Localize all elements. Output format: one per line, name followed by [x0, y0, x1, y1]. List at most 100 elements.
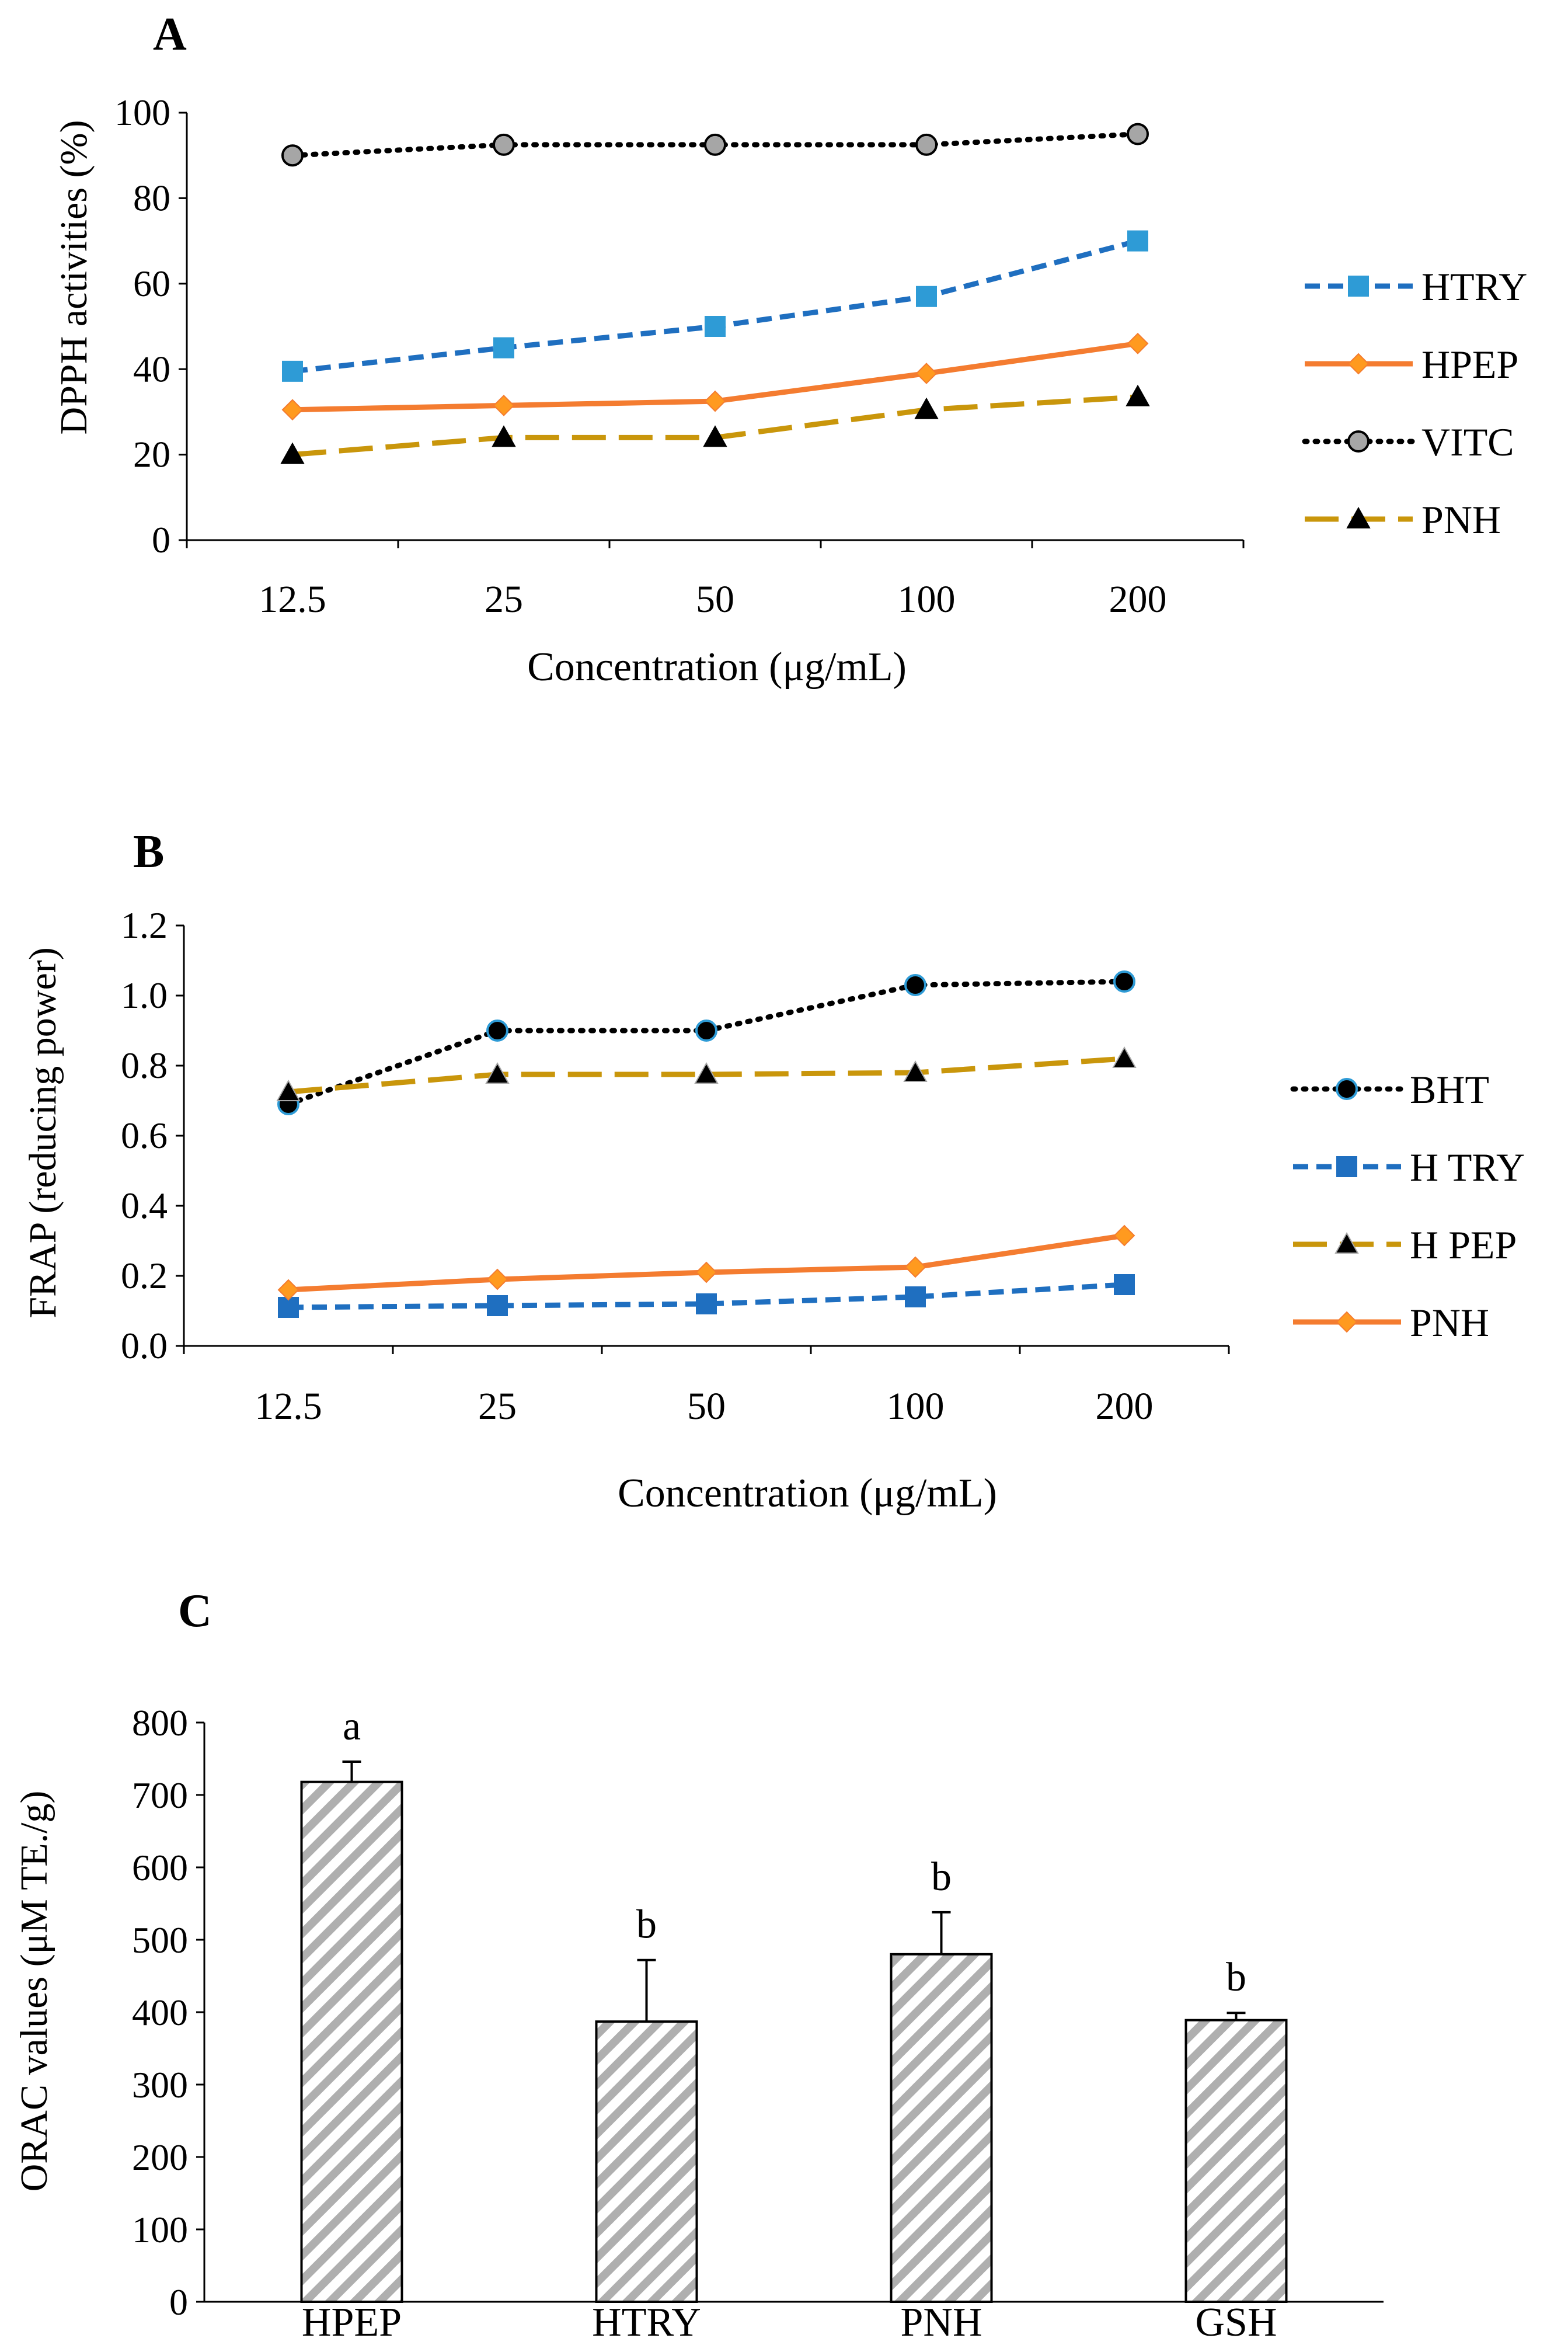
panel-b-y-tick-label: 0.8 [121, 1045, 168, 1086]
panel-b-data-point [696, 1293, 717, 1314]
panel-a-label: A [153, 9, 187, 60]
panel-a-legend-label: PNH [1421, 497, 1501, 542]
panel-c-y-tick-label: 0 [169, 2281, 188, 2323]
panel-b-data-point [904, 1256, 926, 1278]
panel-b-ylabel: FRAP (reducing power) [22, 947, 64, 1318]
panel-c-y-tick-label: 300 [132, 2064, 188, 2106]
panel-a-data-point [493, 337, 514, 359]
panel-b-legend-label: PNH [1410, 1300, 1489, 1345]
panel-b-data-point [278, 1297, 299, 1318]
panel-b-legend-marker [1336, 1156, 1357, 1177]
panel-b-data-point [277, 1279, 299, 1301]
panel-a-legend-marker [1347, 430, 1370, 453]
panel-b-data-point [905, 1286, 926, 1307]
panel-b-y-tick-label: 0.0 [121, 1325, 168, 1366]
panel-a-data-point [704, 390, 726, 412]
panel-a-y-tick-label: 40 [133, 348, 170, 389]
panel-b-series-h-try [278, 1274, 1135, 1318]
panel-a-x-tick-label: 12.5 [259, 578, 326, 621]
panel-a-data-point [492, 425, 516, 447]
panel-b-data-point [694, 1062, 719, 1084]
panel-b-frap-chart: B 0.0 0.2 0.4 0.6 0.8 1.0 1.2 12.5 25 50 100 200 BH… [22, 826, 1525, 1516]
panel-c-bar [890, 1953, 993, 2304]
panel-a-legend-marker [1348, 276, 1369, 297]
panel-a-data-point [914, 397, 939, 419]
panel-c-x-tick-label: HTRY [592, 2300, 701, 2345]
panel-c-x-tick-label: HPEP [302, 2300, 402, 2345]
panel-a-data-point [916, 286, 937, 307]
panel-a-data-point [281, 144, 304, 167]
panel-b-legend-item: H TRY [1293, 1145, 1525, 1189]
panel-b-legend-label: H TRY [1410, 1145, 1525, 1189]
panel-a-data-point [1126, 384, 1150, 406]
panel-a-data-point [280, 442, 305, 464]
panel-b-data-point [904, 974, 926, 996]
panel-b-legend-item: PNH [1293, 1300, 1489, 1345]
panel-a-x-tick-label: 200 [1109, 578, 1167, 621]
panel-b-data-point [1113, 970, 1135, 993]
panel-b-series-bht [277, 970, 1135, 1115]
panel-a-xlabel: Concentration (μg/mL) [527, 645, 907, 690]
panel-a-y-tick-label: 60 [133, 263, 170, 304]
panel-b-data-point [695, 1020, 717, 1042]
panel-a-data-point [705, 316, 726, 337]
panel-b-x-tick-label: 25 [478, 1385, 517, 1428]
panel-a-y-tick-label: 100 [114, 92, 170, 133]
panel-a-legend-item: HTRY [1305, 265, 1527, 309]
panel-b-legend-marker [1336, 1078, 1358, 1100]
panel-b-series-h-pep [276, 1046, 1137, 1101]
panel-c-bar-group: b GSH [1184, 1955, 1288, 2345]
panel-b-y-tick-label: 0.6 [121, 1115, 168, 1156]
panel-a-data-point [281, 399, 304, 421]
panel-a-legend-item: HPEP [1305, 342, 1518, 387]
panel-b-data-point [1114, 1274, 1135, 1295]
panel-b-y-tick-label: 1.2 [121, 904, 168, 946]
panel-b-data-point [903, 1060, 928, 1082]
panel-a-legend-item: VITC [1302, 420, 1514, 464]
panel-a-legend: HTRY HPEP VITC PNH [1302, 265, 1527, 542]
panel-b-x-tick-label: 100 [887, 1385, 945, 1428]
panel-b-legend: BHT H TRY H PEP PNH [1290, 1067, 1525, 1345]
panel-a-data-point [703, 425, 727, 447]
panel-c-bar-group: b PNH [890, 1855, 993, 2345]
panel-b-y-tick-label: 0.2 [121, 1255, 168, 1296]
panel-c-significance-letter: b [636, 1902, 657, 1947]
panel-c-x-tick-label: PNH [900, 2300, 982, 2345]
panel-a-series-line [292, 238, 1139, 374]
panel-c-bar-group: a HPEP [300, 1704, 403, 2345]
panel-a-data-point [282, 360, 303, 382]
panel-b-legend-marker [1336, 1311, 1358, 1333]
panel-c-significance-letter: b [1226, 1955, 1246, 2000]
panel-b-y-tick-label: 1.0 [121, 975, 168, 1016]
panel-a-x-tick-label: 100 [898, 578, 956, 621]
panel-a-data-point [1127, 230, 1148, 252]
panel-b-data-point [1112, 1046, 1137, 1068]
panel-a-data-point [1127, 332, 1149, 354]
panel-a-data-point [704, 133, 726, 156]
panel-b-y-tick-label: 0.4 [121, 1185, 168, 1226]
panel-a-y-tick-label: 0 [152, 519, 170, 561]
panel-b-label: B [133, 826, 164, 878]
panel-a-dpph-chart: A 0 20 40 60 80 100 12.5 25 50 100 200 HTRY HPEP VIT… [53, 9, 1527, 690]
panel-a-data-point [493, 395, 515, 416]
panel-c-y-tick-label: 500 [132, 1919, 188, 1961]
panel-c-significance-letter: a [343, 1704, 361, 1749]
panel-b-x-tick-label: 200 [1096, 1385, 1154, 1428]
panel-c-bar [1184, 2019, 1288, 2303]
panel-a-y-tick-label: 80 [133, 178, 170, 219]
panel-b-data-point [486, 1268, 508, 1290]
panel-a-data-point [1127, 123, 1149, 145]
panel-b-plot: 0.0 0.2 0.4 0.6 0.8 1.0 1.2 12.5 25 50 100 200 [121, 904, 1230, 1428]
panel-c-bar [595, 2020, 698, 2304]
panel-a-series-hpep [281, 332, 1149, 421]
panel-c-y-tick-label: 200 [132, 2137, 188, 2178]
panel-c-bar [300, 1780, 403, 2303]
panel-a-y-tick-label: 20 [133, 434, 170, 475]
panel-a-series-vitc [281, 123, 1149, 167]
panel-a-data-point [915, 133, 938, 156]
panel-c-x-tick-label: GSH [1195, 2300, 1277, 2345]
panel-a-series-pnh [280, 384, 1150, 464]
panel-c-label: C [178, 1585, 212, 1637]
panel-b-data-point [695, 1261, 717, 1283]
